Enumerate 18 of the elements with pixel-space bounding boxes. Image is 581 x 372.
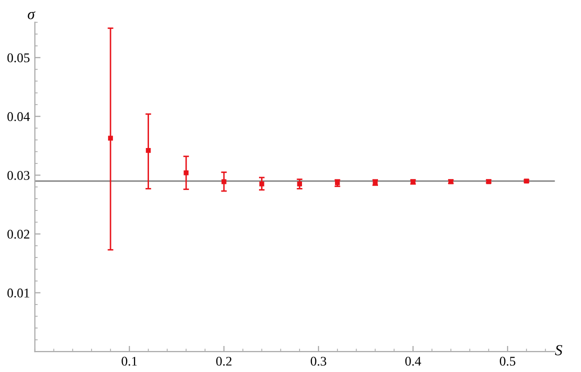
point [259, 182, 264, 186]
point [222, 179, 226, 184]
x-tick-label: 0.5 [500, 356, 516, 366]
y-axis-title: σ [28, 11, 36, 20]
y-tick-label: 0.05 [7, 53, 30, 62]
y-tick-label: 0.01 [7, 288, 30, 298]
point [146, 148, 151, 153]
x-axis-title: S [555, 345, 562, 356]
y-tick-label: 0.04 [7, 112, 30, 122]
x-tick-label: 0.4 [405, 356, 422, 366]
x-tick-label: 0.2 [216, 356, 232, 366]
point [184, 170, 189, 176]
point [108, 136, 113, 141]
y-tick-label: 0.03 [7, 170, 30, 180]
x-tick-label: 0.1 [122, 356, 137, 366]
y-tick-label: 0.02 [7, 230, 30, 239]
x-tick-label: 0.3 [310, 356, 326, 366]
point [297, 182, 302, 186]
